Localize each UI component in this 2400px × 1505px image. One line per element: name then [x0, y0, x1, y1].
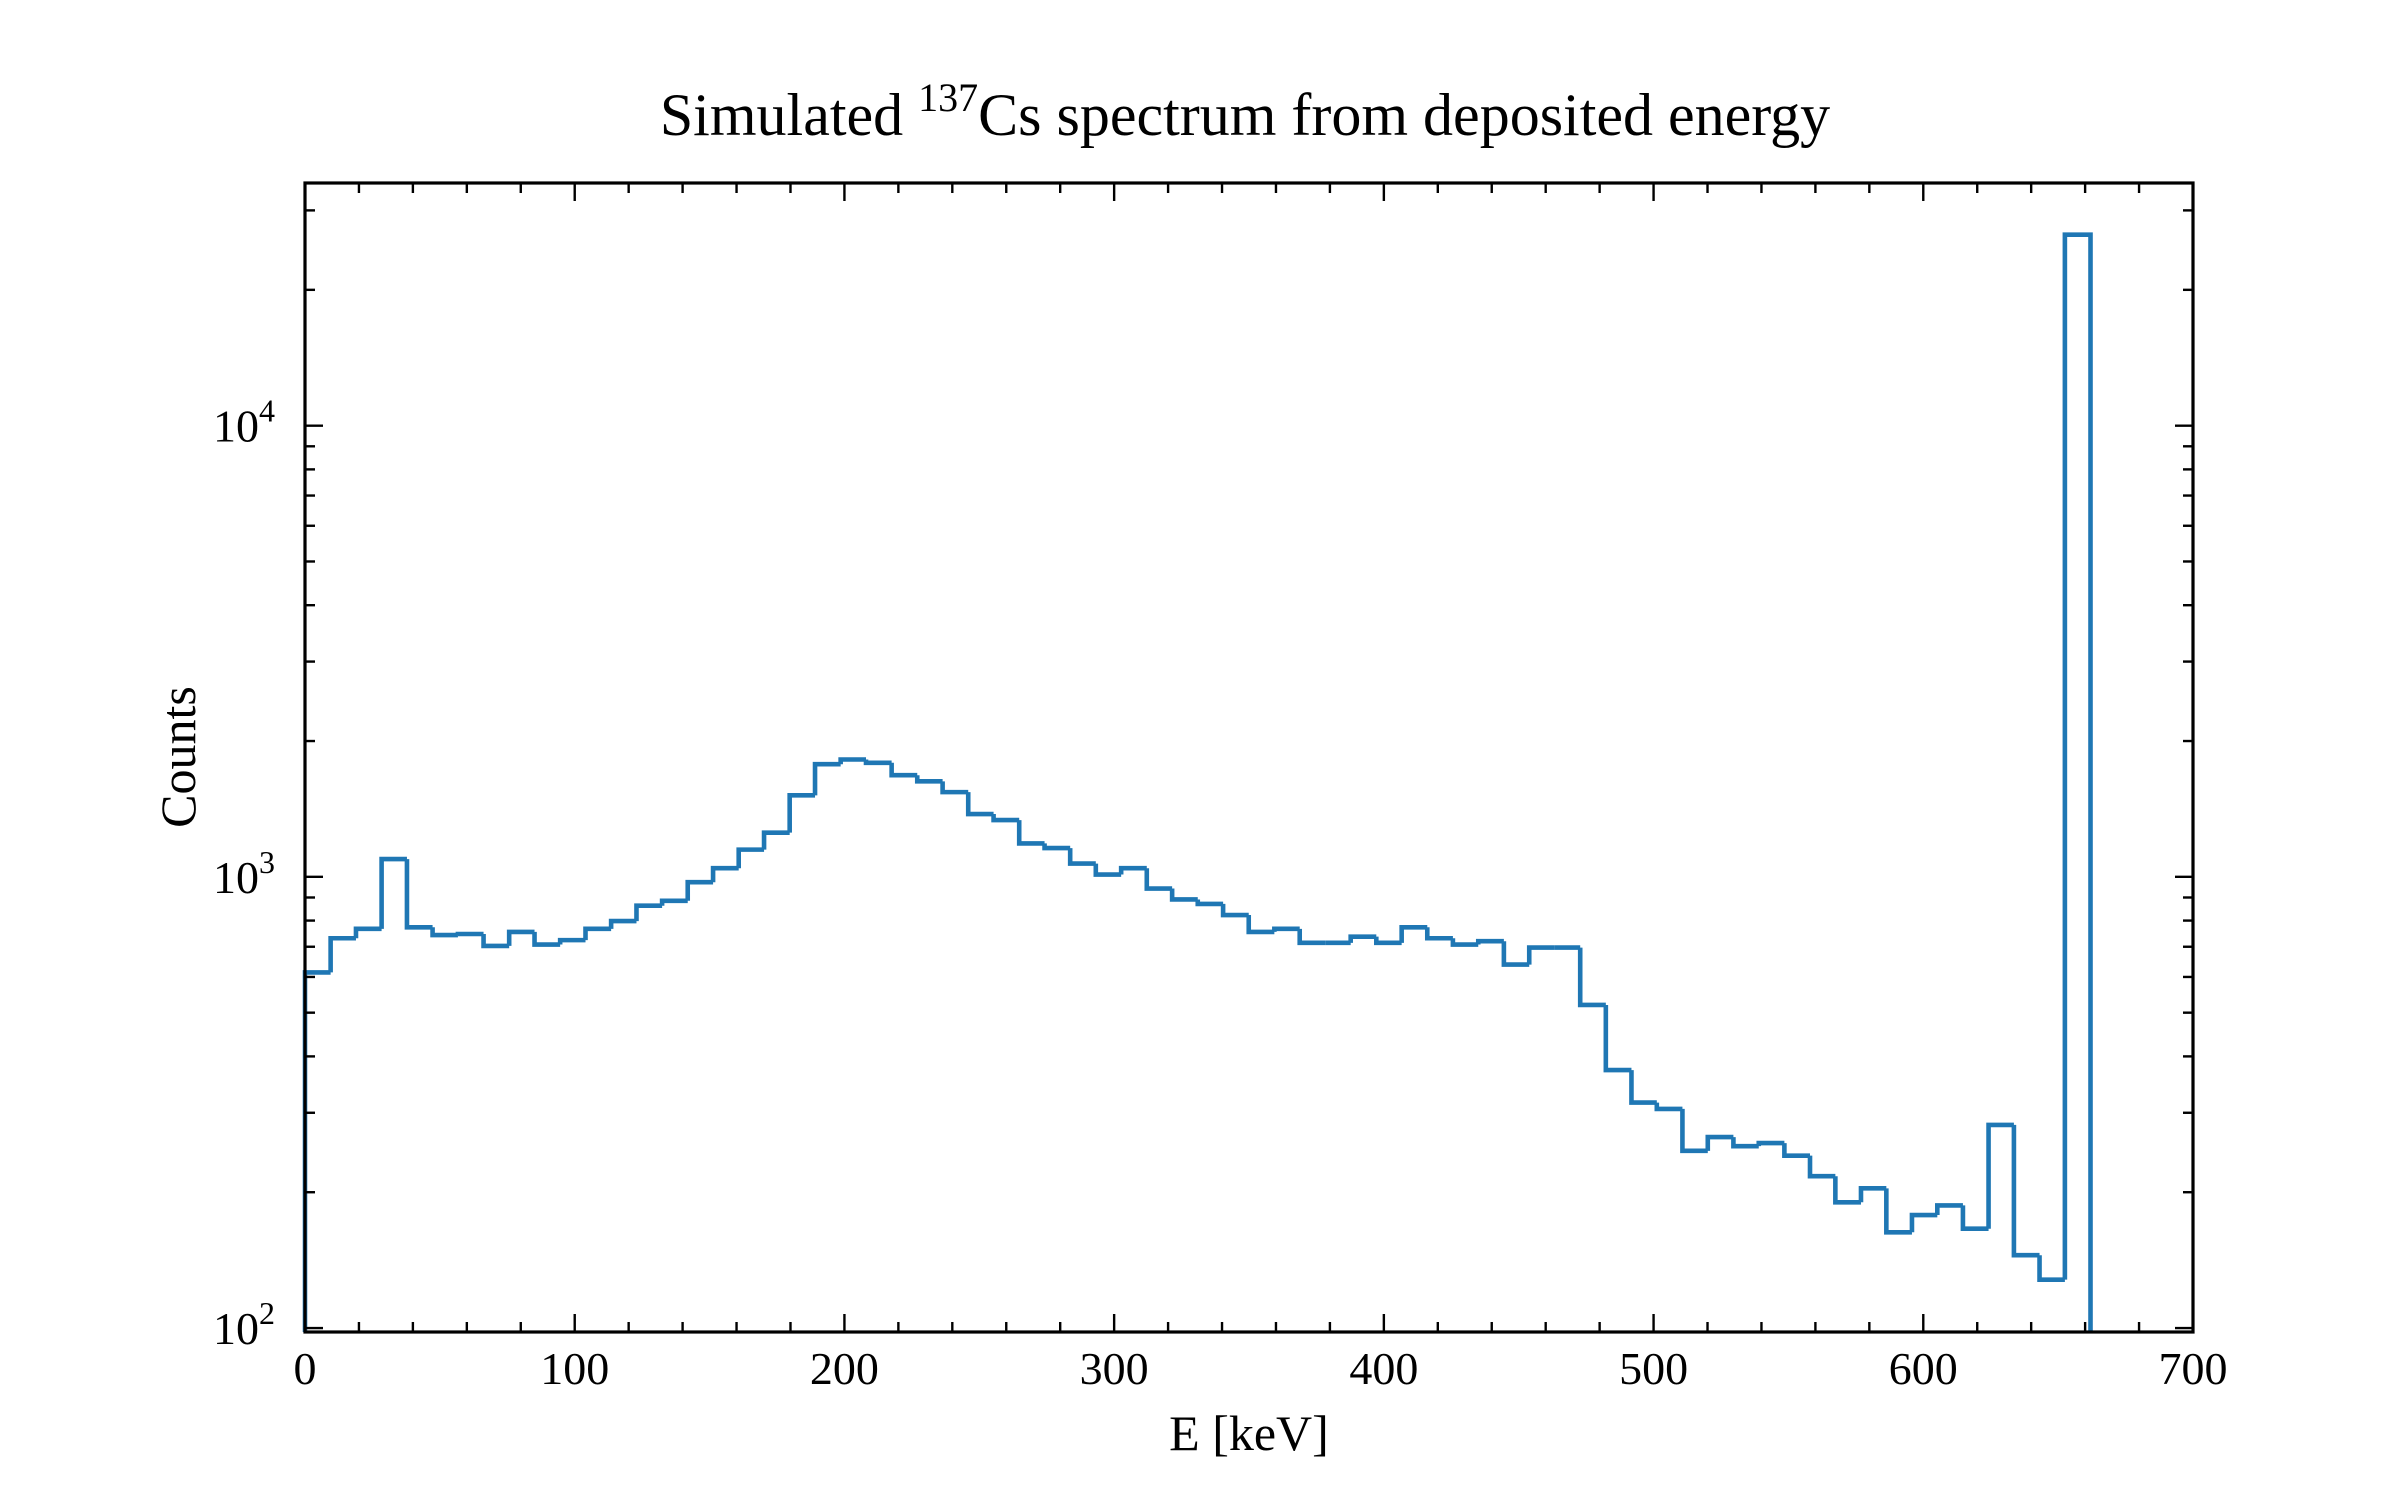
histogram-bin — [1399, 925, 1428, 943]
histogram-bin — [1169, 888, 1198, 902]
histogram-bin — [583, 926, 612, 941]
histogram-bin — [863, 759, 892, 766]
histogram-bin — [1705, 1134, 1734, 1151]
title-superscript: 137 — [918, 75, 978, 120]
histogram-bin — [1833, 1176, 1861, 1205]
histogram-bin — [1424, 927, 1453, 941]
histogram-bin — [2062, 232, 2093, 1332]
histogram-bin — [1272, 926, 1300, 932]
histogram-bin — [1858, 1186, 1887, 1203]
y-tick-base: 10 — [213, 1303, 259, 1354]
histogram-bin — [328, 935, 356, 973]
histogram-bin — [1884, 1188, 1912, 1235]
x-tick-label: 100 — [540, 1343, 609, 1394]
y-tick-power: 3 — [259, 844, 275, 880]
plot-frame — [303, 181, 2195, 1334]
histogram-bin — [1909, 1212, 1938, 1233]
histogram-bin — [965, 792, 994, 817]
histogram-bin — [710, 865, 739, 883]
histogram-bin — [302, 970, 331, 1332]
histogram-bin — [1297, 928, 1326, 946]
histogram-bin — [2011, 1124, 2040, 1258]
x-tick-label: 200 — [810, 1343, 879, 1394]
histogram-bin — [379, 856, 407, 929]
y-tick-base: 10 — [213, 401, 259, 452]
histogram-bin — [634, 903, 663, 922]
histogram-bin — [940, 781, 969, 795]
y-tick-power: 4 — [259, 393, 275, 429]
histogram-bin — [2037, 1255, 2065, 1282]
title-text: Simulated — [660, 82, 918, 148]
histogram-bin — [685, 879, 714, 901]
histogram-bin — [1935, 1203, 1963, 1216]
y-tick-label: 103 — [213, 844, 275, 903]
x-tick-label: 600 — [1889, 1343, 1958, 1394]
histogram-bin — [991, 814, 1020, 823]
title-text: Cs spectrum from deposited energy — [978, 82, 1830, 148]
histogram-bin — [532, 931, 561, 947]
chart-title: Simulated 137Cs spectrum from deposited … — [660, 75, 1830, 148]
histogram-bin — [1450, 938, 1479, 947]
histogram-bin — [1016, 820, 1045, 846]
histogram-bin — [1577, 947, 1606, 1008]
histogram-bin — [404, 859, 433, 930]
histogram-bin — [787, 793, 816, 833]
histogram-bin — [812, 761, 841, 796]
histogram-bin — [736, 847, 765, 869]
histogram-bin — [1093, 863, 1122, 877]
y-tick-label: 104 — [213, 393, 275, 452]
histogram-bin — [1246, 915, 1275, 935]
histogram-bin — [481, 934, 510, 949]
histogram-bin — [659, 898, 688, 906]
histogram-bin — [557, 937, 586, 945]
histogram-bin — [1144, 868, 1173, 891]
histogram-bin — [1067, 848, 1096, 866]
histogram-bin — [1654, 1102, 1683, 1112]
histogram-bin — [1603, 1004, 1632, 1073]
histogram-bin — [455, 931, 484, 937]
histogram-bin — [1629, 1070, 1657, 1105]
histogram-bin — [914, 775, 943, 784]
histogram-bin — [1195, 899, 1224, 907]
histogram-bin — [1374, 936, 1402, 946]
x-tick-label: 300 — [1080, 1343, 1149, 1394]
y-tick-base: 10 — [213, 852, 259, 903]
histogram-bin — [1118, 865, 1147, 875]
histogram-bin — [1680, 1108, 1708, 1154]
y-tick-label: 102 — [213, 1295, 275, 1354]
histogram-bin — [761, 830, 790, 850]
histogram-bin — [1042, 843, 1071, 851]
histogram-bin — [1348, 934, 1377, 943]
x-tick-label: 500 — [1619, 1343, 1688, 1394]
histogram-bin — [1220, 903, 1249, 918]
histogram-bin — [1501, 941, 1530, 967]
histogram-bin — [889, 762, 918, 778]
histogram-bin — [506, 929, 535, 946]
histogram-bin — [1986, 1122, 2014, 1229]
histogram-bin — [353, 926, 382, 939]
x-axis-label: E [keV] — [1169, 1405, 1329, 1461]
histogram-bin — [838, 757, 867, 765]
histogram-bin — [1960, 1205, 1989, 1232]
x-tick-label: 0 — [294, 1343, 317, 1394]
x-tick-label: 700 — [2159, 1343, 2228, 1394]
histogram-bin — [430, 927, 458, 938]
histogram-bin — [1807, 1155, 1836, 1179]
histogram-bin — [1756, 1140, 1785, 1147]
y-tick-power: 2 — [259, 1295, 275, 1331]
histogram-bin — [1526, 945, 1555, 965]
x-tick-label: 400 — [1349, 1343, 1418, 1394]
y-axis-label: Counts — [150, 686, 206, 828]
histogram-bin — [1782, 1143, 1811, 1158]
histogram-bin — [1475, 938, 1504, 945]
histogram-bin — [1731, 1137, 1759, 1149]
histogram-bin — [608, 918, 637, 929]
